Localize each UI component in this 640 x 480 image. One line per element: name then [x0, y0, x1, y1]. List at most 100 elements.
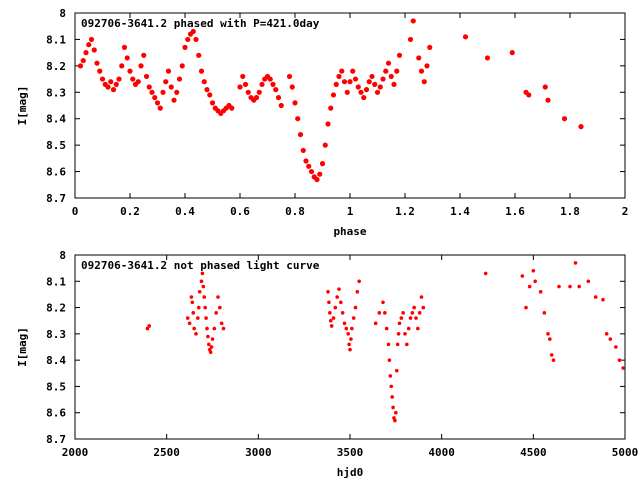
data-point — [358, 89, 364, 95]
data-point — [366, 79, 372, 85]
data-point — [339, 300, 343, 305]
data-point — [322, 142, 328, 148]
data-point — [124, 55, 130, 61]
data-point — [176, 76, 183, 82]
data-point — [105, 84, 111, 90]
data-point — [207, 342, 211, 347]
data-point — [586, 279, 591, 284]
data-point — [330, 92, 337, 98]
data-point — [373, 321, 378, 326]
data-point — [209, 100, 216, 106]
data-point — [191, 311, 196, 315]
data-point — [189, 295, 194, 299]
data-point — [190, 28, 196, 35]
data-point — [314, 176, 320, 183]
data-point — [219, 321, 224, 326]
data-point — [303, 158, 309, 164]
data-point — [538, 290, 543, 294]
x-tick-label: 0.8 — [285, 205, 305, 218]
data-point — [417, 311, 422, 315]
data-point — [577, 284, 581, 289]
data-point — [352, 76, 359, 82]
data-point — [340, 311, 345, 315]
data-point — [201, 79, 207, 85]
data-point — [374, 89, 381, 95]
data-point — [549, 353, 554, 357]
y-tick-label: 8.7 — [46, 433, 66, 446]
data-point — [383, 68, 389, 74]
data-point — [196, 316, 200, 320]
data-point — [542, 84, 548, 90]
data-point — [377, 84, 383, 90]
data-point — [390, 395, 394, 399]
data-point — [407, 36, 414, 43]
y-tick-label: 8 — [59, 249, 66, 262]
data-point — [192, 326, 196, 331]
y-tick-label: 8.3 — [46, 86, 66, 99]
data-point — [361, 94, 367, 101]
data-point — [604, 332, 609, 336]
data-point — [533, 279, 537, 284]
data-point — [401, 311, 405, 315]
top-panel-phased-light-curve: 0 0.2 0.4 0.6 0.8 1 1.2 1.4 1.6 1.8 2 8 8.1 8.2 8.3 8.4… — [16, 7, 628, 238]
x-tick-label: 3000 — [245, 446, 272, 459]
data-point — [113, 81, 119, 87]
data-point — [196, 305, 201, 310]
data-point — [308, 168, 315, 175]
y-tick-label: 8.5 — [46, 380, 66, 393]
data-point — [149, 89, 155, 95]
data-point — [86, 42, 92, 48]
data-point — [179, 63, 185, 69]
data-point — [327, 300, 331, 305]
data-point — [355, 84, 361, 90]
data-point — [396, 332, 401, 336]
chart-title: 092706-3641.2 not phased light curve — [81, 259, 320, 272]
data-point — [350, 68, 356, 74]
x-tick-label: 2000 — [62, 446, 89, 459]
data-point — [212, 326, 217, 331]
data-point — [91, 47, 97, 53]
data-point — [347, 342, 351, 347]
data-point — [240, 73, 246, 80]
data-point — [573, 261, 578, 265]
data-point — [414, 316, 418, 320]
x-tick-label: 0.6 — [230, 205, 250, 218]
data-point — [412, 305, 416, 310]
data-point — [297, 131, 304, 138]
data-point — [83, 50, 89, 56]
data-point — [194, 332, 198, 336]
data-point — [385, 60, 392, 66]
data-point — [421, 79, 427, 85]
bottom-panel-unphased-light-curve: 2000 2500 3000 3500 4000 4500 5000 8 8.1 8.2 8.3 8.… — [16, 249, 638, 479]
data-point — [391, 405, 395, 410]
data-point — [509, 50, 515, 56]
data-point — [351, 316, 356, 320]
data-point — [427, 44, 433, 50]
y-tick-label: 8.2 — [46, 302, 66, 315]
data-point — [578, 124, 584, 130]
data-point — [348, 347, 352, 352]
data-point — [245, 89, 251, 95]
data-point — [317, 171, 323, 177]
data-point — [393, 418, 397, 423]
data-point — [462, 34, 469, 40]
data-point — [168, 84, 174, 90]
x-tick-label: 0.4 — [175, 205, 195, 218]
data-point — [353, 305, 358, 310]
data-point — [372, 81, 378, 87]
y-tick-label: 8.5 — [46, 139, 66, 152]
data-point — [333, 81, 339, 87]
y-tick-label: 8.6 — [46, 407, 66, 420]
data-point — [484, 55, 491, 61]
data-point — [121, 44, 128, 50]
x-axis-label: hjd0 — [337, 466, 364, 479]
y-tick-label: 8.7 — [46, 192, 66, 205]
data-point — [347, 79, 353, 85]
data-point — [526, 92, 532, 98]
data-point — [621, 366, 625, 370]
data-point — [388, 73, 394, 80]
data-point — [171, 97, 177, 103]
x-tick-label: 1.2 — [395, 205, 415, 218]
data-point — [143, 73, 150, 80]
x-tick-label: 1.4 — [450, 205, 470, 218]
